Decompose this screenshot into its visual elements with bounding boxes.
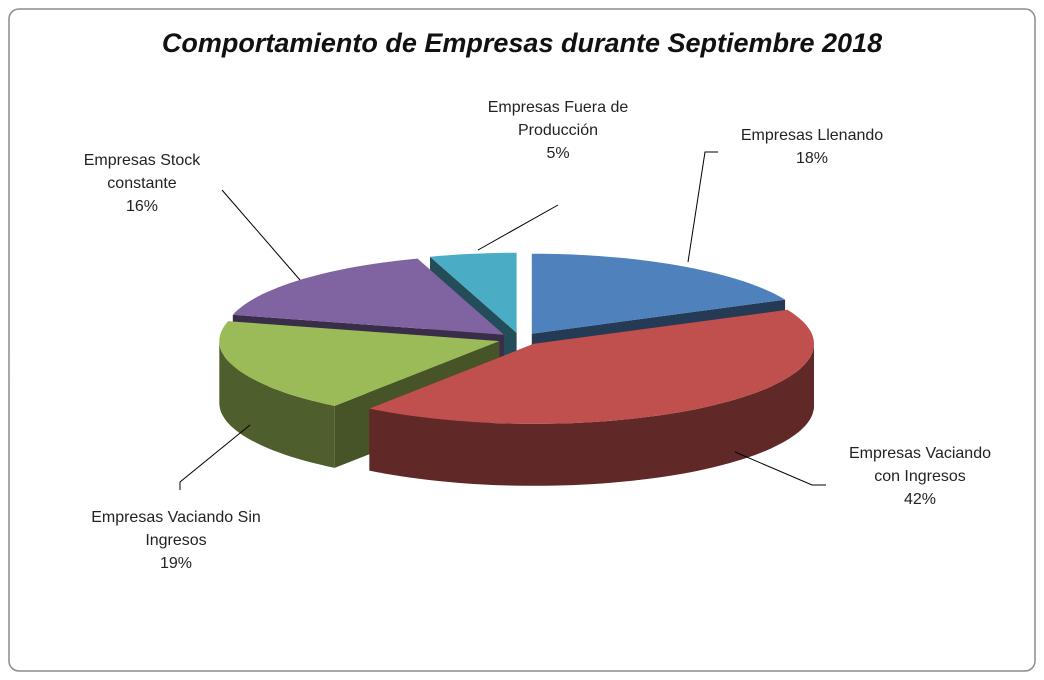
- leader-line: [221, 189, 301, 281]
- slice-value-label: 18%: [796, 150, 828, 167]
- slice-value-label: 42%: [904, 491, 936, 508]
- slice-value-label: 19%: [160, 555, 192, 572]
- slice-label: Empresas Vaciando Sin Ingresos: [91, 509, 261, 549]
- slice-label: Empresas Fuera de Producción: [488, 99, 629, 139]
- slice-label: Empresas Llenando: [741, 127, 883, 144]
- slice-side: [369, 343, 814, 486]
- slice: [531, 253, 786, 334]
- chart-frame: [8, 8, 1036, 672]
- slice-value-label: 5%: [546, 145, 569, 162]
- slice-label: Empresas Stock constante: [84, 152, 201, 192]
- leader-line: [477, 204, 559, 251]
- slice-side: [219, 341, 335, 468]
- chart-title: Comportamiento de Empresas durante Septi…: [162, 28, 882, 58]
- slice-value-label: 16%: [126, 198, 158, 215]
- slice: [430, 252, 517, 333]
- leader-line: [687, 151, 718, 263]
- slice: [369, 309, 814, 424]
- slice: [219, 321, 500, 406]
- slice: [232, 258, 505, 335]
- slice-label: Empresas Vaciando con Ingresos: [849, 445, 991, 485]
- leader-line: [179, 424, 251, 490]
- leader-line: [734, 451, 826, 486]
